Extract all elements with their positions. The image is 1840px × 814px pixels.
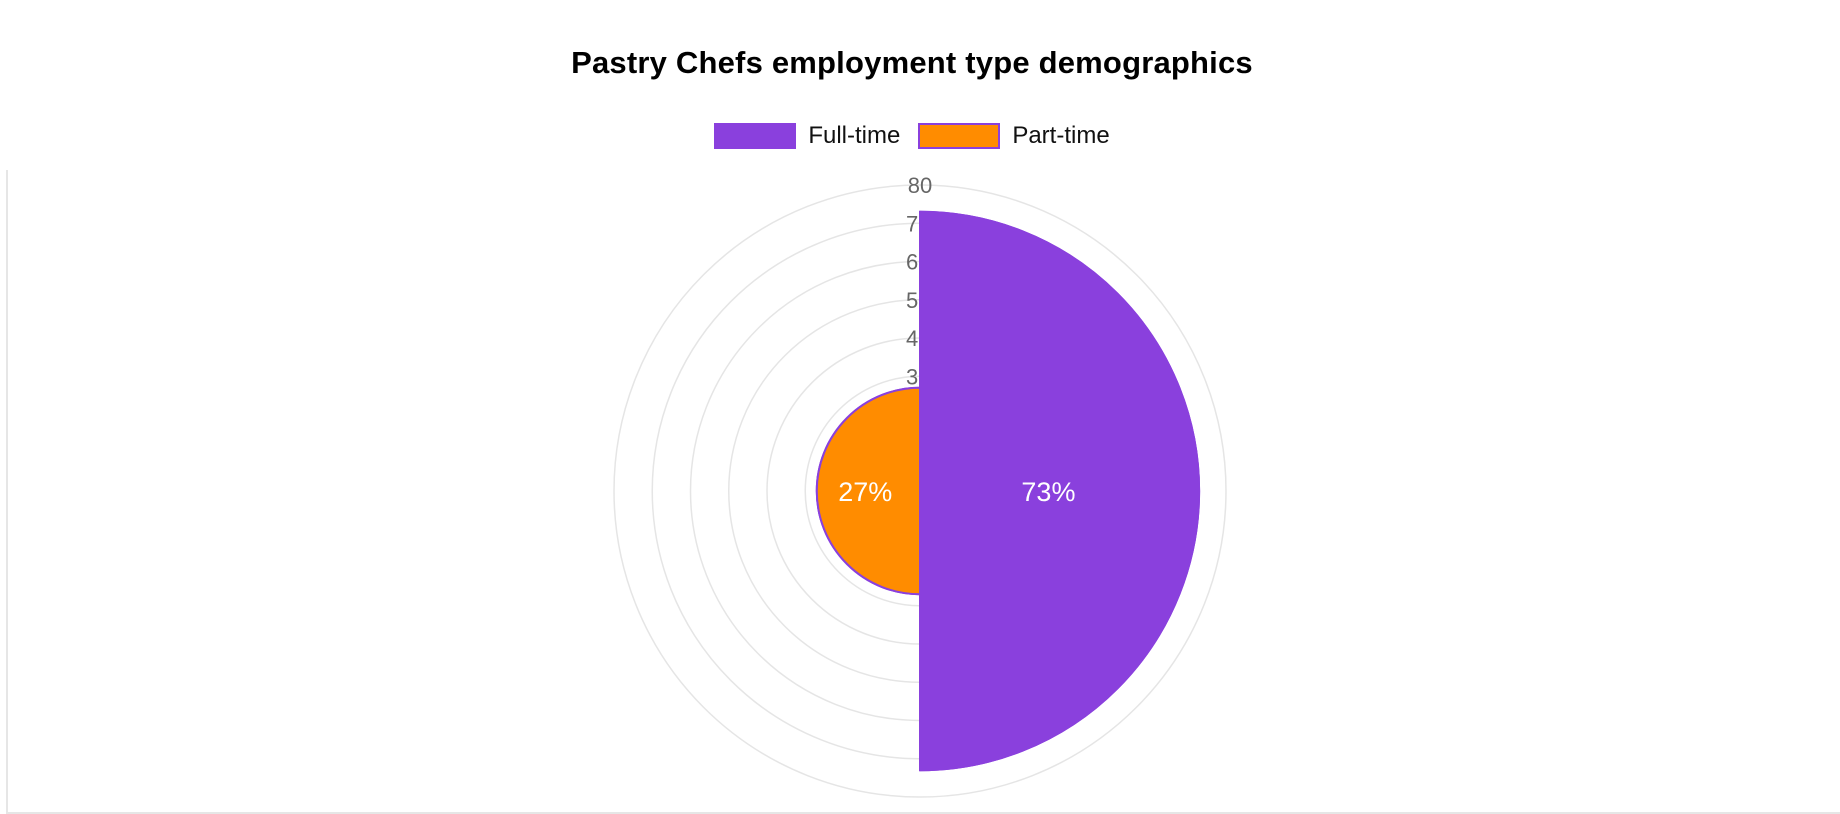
tick-label-80: 80 xyxy=(908,173,932,198)
data-label-full-time: 73% xyxy=(1021,477,1075,507)
tick-label-70: 7 xyxy=(906,211,918,236)
radial-tick-labels: 80 7 6 5 4 3 xyxy=(815,173,1201,772)
tick-label-50: 5 xyxy=(906,288,918,313)
chart-title: Pastry Chefs employment type demographic… xyxy=(571,45,1253,80)
segment-full-time-overlay xyxy=(919,210,1201,772)
legend-label-full-time: Full-time xyxy=(808,122,901,149)
tick-label-60: 6 xyxy=(906,250,918,275)
legend-item-part-time[interactable]: Part-time xyxy=(918,122,1110,150)
chart-legend: Full-time Part-time xyxy=(0,122,1824,150)
legend-item-full-time[interactable]: Full-time xyxy=(714,122,900,150)
tick-label-40: 4 xyxy=(906,326,918,351)
legend-swatch-part-time xyxy=(918,123,1001,149)
tick-label-30: 3 xyxy=(906,364,918,389)
segment-data-labels: 73% 27% xyxy=(838,477,1075,507)
legend-label-part-time: Part-time xyxy=(1012,122,1110,149)
data-label-part-time: 27% xyxy=(838,477,892,507)
plot-area-frame xyxy=(6,170,1840,814)
legend-swatch-full-time xyxy=(714,123,797,149)
segment-part-time-overlay xyxy=(815,386,921,596)
grid-circle-80 xyxy=(613,184,1227,798)
